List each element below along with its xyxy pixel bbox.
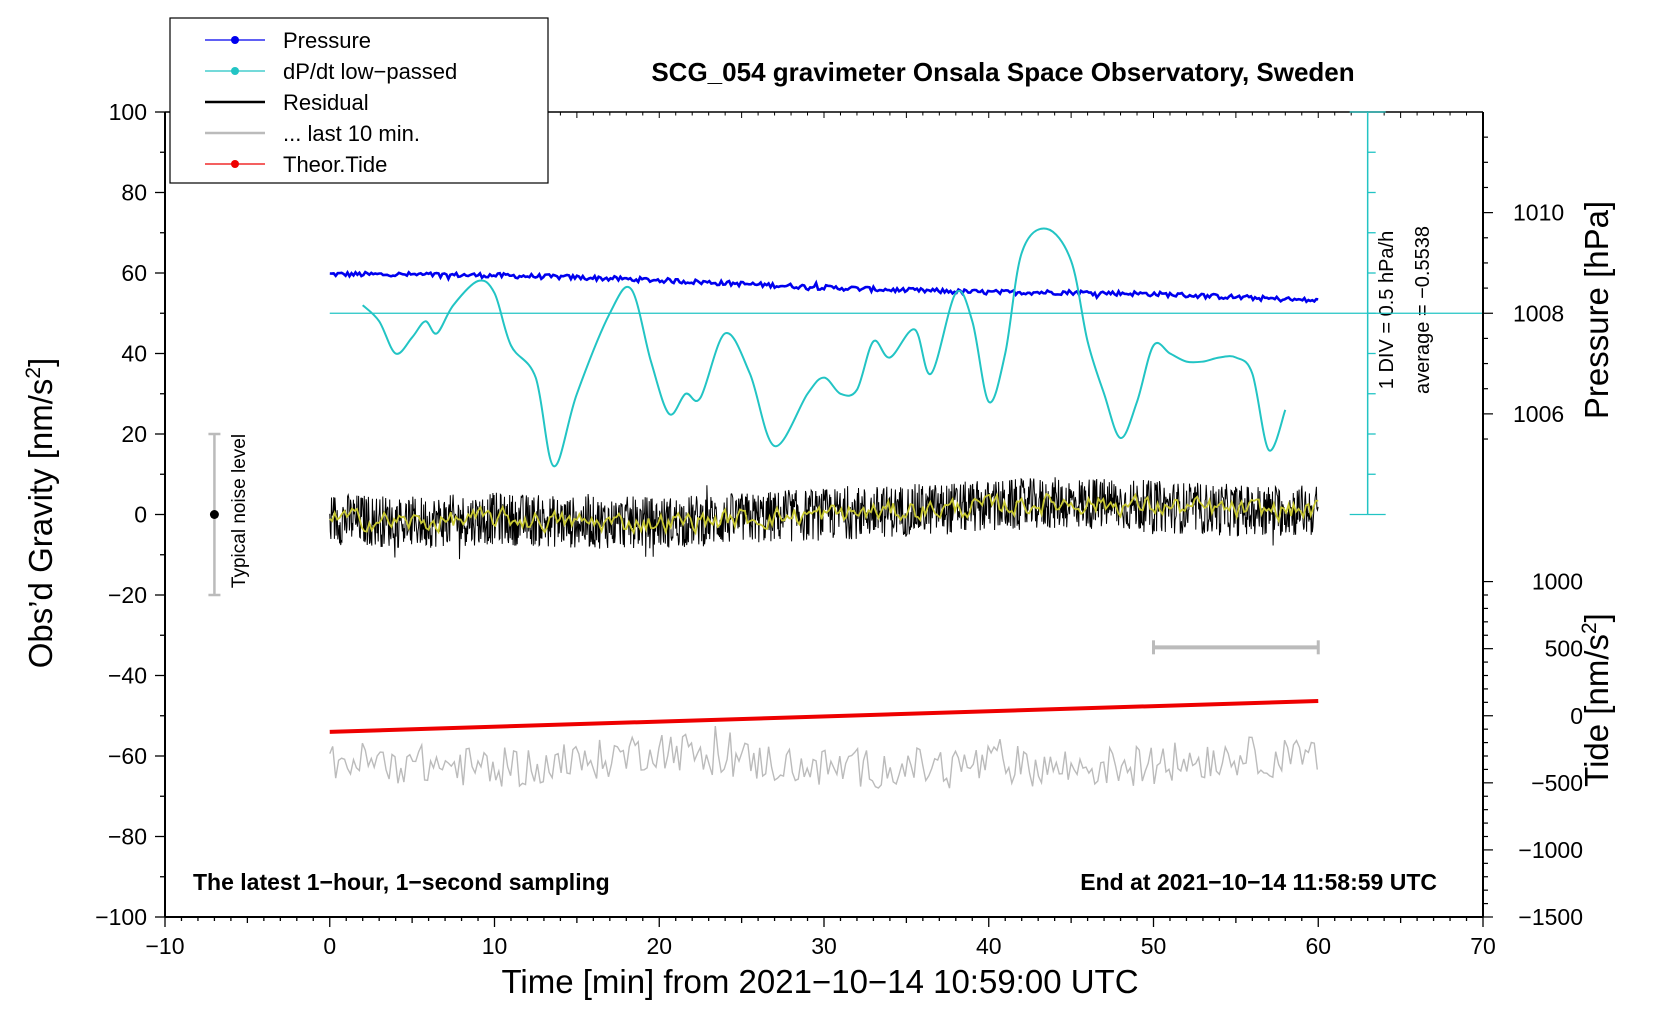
x-tick-label: 50 (1141, 933, 1167, 959)
legend-label: Residual (283, 90, 369, 115)
y-left-tick-label: −80 (108, 824, 147, 850)
legend-label: dP/dt low−passed (283, 59, 457, 84)
series-residual-line (329, 477, 1319, 560)
y-right-tide-label: Tide [nm/s2] (1578, 613, 1615, 787)
x-tick-label: 20 (646, 933, 672, 959)
annotation-bottom-right: End at 2021−10−14 11:58:59 UTC (1080, 869, 1437, 895)
series-last10-line (329, 726, 1318, 789)
legend-swatch-dot (231, 160, 239, 168)
y-left-tick-label: −100 (95, 904, 147, 930)
y-right-tide-tick-label: 0 (1570, 703, 1583, 729)
y-right-tide-tick-label: −1500 (1518, 904, 1583, 930)
y-right-tide-tick-label: −1000 (1518, 837, 1583, 863)
y-right-tide-tick-label: 500 (1545, 636, 1583, 662)
chart-dynamic-layer: −10 0 10 20 30 40 50 60 70−100−80−60−40−20020406… (95, 17, 1583, 959)
x-tick-label: 30 (811, 933, 837, 959)
legend-swatch-dot (231, 36, 239, 44)
y-left-axis-label: Obs’d Gravity [nm/s2] (22, 358, 59, 669)
y-left-tick-label: 20 (121, 421, 147, 447)
y-left-tick-label: 60 (121, 260, 147, 286)
x-tick-label: 40 (976, 933, 1002, 959)
y-left-tick-label: 80 (121, 180, 147, 206)
y-left-tick-label: −60 (108, 743, 147, 769)
x-tick-label: 0 (323, 933, 336, 959)
y-right-pressure-tick-label: 1006 (1513, 401, 1564, 427)
legend-swatch-dot (231, 67, 239, 75)
dpdt-scale-label-2: average = −0.5538 (1412, 226, 1434, 394)
chart-title: SCG_054 gravimeter Onsala Space Observat… (651, 57, 1354, 87)
y-right-pressure-label: Pressure [hPa] (1578, 201, 1615, 419)
legend-label: Theor.Tide (283, 152, 387, 177)
dpdt-scale-label-1: 1 DIV = 0.5 hPa/h (1376, 231, 1398, 389)
y-left-tick-label: 40 (121, 341, 147, 367)
legend-label: ... last 10 min. (283, 121, 420, 146)
x-tick-label: 60 (1305, 933, 1331, 959)
y-left-tick-label: 100 (109, 99, 147, 125)
annotation-bottom-left: The latest 1−hour, 1−second sampling (193, 869, 610, 895)
y-right-pressure-tick-label: 1010 (1513, 200, 1564, 226)
y-right-tide-tick-label: 1000 (1532, 569, 1583, 595)
x-tick-label: 10 (482, 933, 508, 959)
x-tick-label: 70 (1470, 933, 1496, 959)
x-tick-label: −10 (145, 933, 184, 959)
y-left-tick-label: 0 (134, 502, 147, 528)
y-right-pressure-tick-label: 1008 (1513, 300, 1564, 326)
series-dpdt-line (361, 227, 1287, 468)
series-residual-smoothed-line (329, 492, 1319, 536)
legend-box (169, 17, 549, 184)
series-pressure-line (329, 269, 1319, 304)
x-axis-label: Time [min] from 2021−10−14 10:59:00 UTC (501, 963, 1138, 1000)
legend-label: Pressure (283, 28, 371, 53)
y-right-tide-tick-label: −500 (1531, 770, 1583, 796)
y-left-tick-label: −20 (108, 582, 147, 608)
noise-bar-dot (209, 510, 219, 519)
y-left-tick-label: −40 (108, 663, 147, 689)
noise-level-label: Typical noise level (229, 434, 250, 588)
series-tide-line (329, 698, 1319, 734)
